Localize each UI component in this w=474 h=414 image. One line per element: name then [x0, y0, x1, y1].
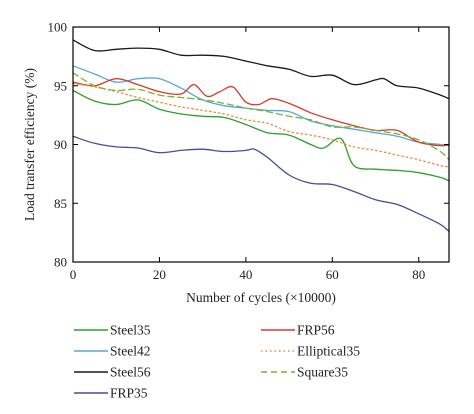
legend-label: Steel56: [110, 365, 151, 380]
series-line-frp56: [72, 78, 450, 147]
legend-label: FRP35: [110, 386, 148, 401]
legend-item-steel56: Steel56: [74, 365, 151, 380]
legend-label: Steel35: [110, 323, 151, 338]
x-tick-label: 40: [239, 267, 252, 282]
legend-item-steel35: Steel35: [74, 323, 151, 338]
legend-label: Steel42: [110, 344, 151, 359]
series-line-steel35: [72, 89, 450, 182]
series-line-steel42: [72, 65, 450, 147]
series-line-steel56: [72, 39, 450, 100]
legend-item-square35: Square35: [261, 365, 348, 380]
plot-frame: [72, 26, 450, 263]
x-axis: 0 20 40 60 80: [70, 27, 425, 282]
series-line-square35: [72, 72, 450, 161]
y-tick-label: 80: [54, 255, 67, 270]
y-axis-label: Load transfer efficiency (%): [22, 68, 37, 221]
x-tick-label: 0: [70, 267, 77, 282]
series-lines: [72, 39, 450, 233]
y-tick-label: 85: [54, 196, 67, 211]
y-tick-label: 95: [54, 78, 67, 93]
series-line-frp35: [72, 135, 450, 233]
x-tick-label: 20: [153, 267, 166, 282]
x-tick-label: 60: [326, 267, 339, 282]
legend-item-frp35: FRP35: [74, 386, 148, 401]
legend-item-elliptical35: Elliptical35: [261, 344, 360, 359]
x-tick-label: 80: [412, 267, 425, 282]
legend: Steel35 FRP56 Steel42 Elliptical35 Steel56 Sq…: [74, 323, 360, 401]
legend-label: Elliptical35: [297, 344, 360, 359]
y-axis: 80 85 90 95 100: [48, 20, 449, 270]
y-tick-label: 100: [48, 20, 68, 35]
legend-item-steel42: Steel42: [74, 344, 151, 359]
y-tick-label: 90: [54, 137, 67, 152]
x-axis-label: Number of cycles (×10000): [186, 290, 336, 305]
legend-item-frp56: FRP56: [261, 323, 335, 338]
series-line-elliptical35: [72, 82, 450, 168]
legend-label: FRP56: [297, 323, 335, 338]
legend-label: Square35: [297, 365, 348, 380]
